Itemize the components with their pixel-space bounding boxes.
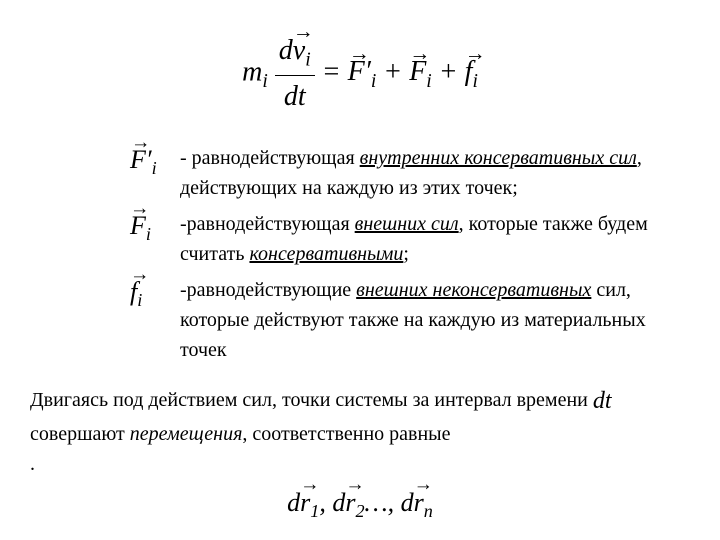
sub-i: i [262,71,267,92]
vec-v: v [293,30,305,72]
para-text-2: совершают [30,423,130,445]
definition-text: - равнодействующая внутренних консервати… [180,143,690,203]
plus1: + [383,56,402,87]
vec-symbol: F′ [130,143,152,177]
vec-rn: r [414,483,424,522]
vec-F: F [409,51,426,93]
definition-symbol: F′i [130,143,180,181]
definition-text: -равнодействующие внешних неконсервативн… [180,275,690,365]
fraction: dvi dt [275,30,315,118]
definitions-list: F′i - равнодействующая внутренних консер… [130,143,690,365]
bottom-equation: dr1, dr2…, drn [30,483,690,525]
var-dt: dt [593,388,612,414]
definition-row: Fi -равнодействующая внешних сил, которы… [130,209,690,269]
vec-symbol: f [130,275,137,309]
paragraph: Двигаясь под действием сил, точки систем… [30,383,690,449]
definition-row: fi -равнодействующие внешних неконсерват… [130,275,690,365]
var-m: m [242,56,262,87]
main-equation: mi dvi dt = F′i + Fi + fi [30,30,690,118]
definition-row: F′i - равнодействующая внутренних консер… [130,143,690,203]
plus2: + [439,56,465,87]
definition-symbol: Fi [130,209,180,247]
para-text-1: Двигаясь под действием сил, точки систем… [30,389,593,411]
equals: = [322,56,348,87]
vec-symbol: F [130,209,146,243]
denominator: dt [275,76,315,118]
numerator: dvi [275,30,315,76]
definition-symbol: fi [130,275,180,313]
vec-Fp: F′ [348,51,371,93]
vec-r2: r [345,483,355,522]
definition-text: -равнодействующая внешних сил, которые т… [180,209,690,269]
vec-r1: r [300,483,310,522]
para-text-3: , соответственно равные [242,423,450,445]
para-emph: перемещения [130,423,243,445]
vec-f: f [465,51,473,93]
